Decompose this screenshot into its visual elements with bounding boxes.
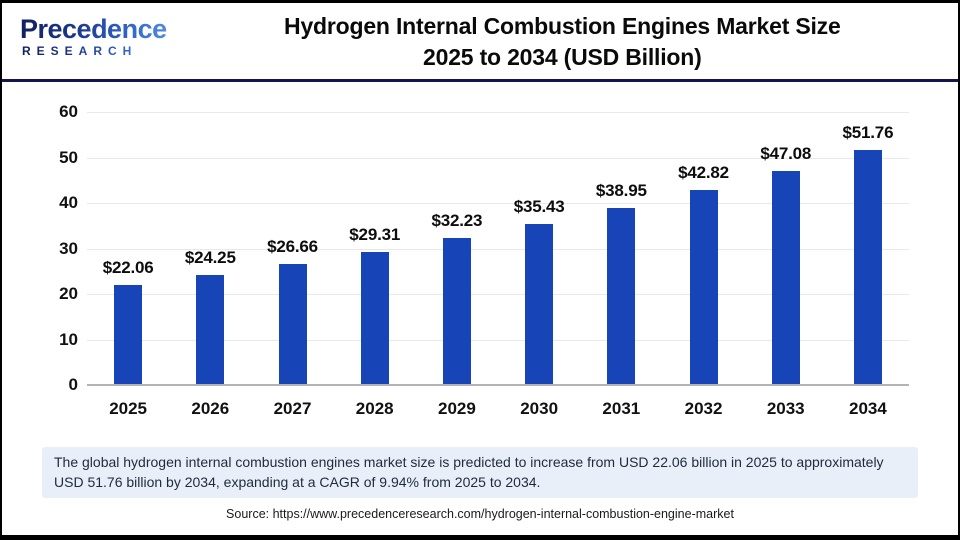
bar-value-label-2034: $51.76	[842, 122, 894, 142]
x-tick-label-2030: 2030	[520, 399, 559, 418]
x-axis: 2025 2026 2027 2028 2029 2030 2031 2032 2033 2034	[87, 399, 909, 419]
bar-slot-2029: $32.23	[416, 112, 498, 385]
x-tick-label-2027: 2027	[273, 399, 312, 418]
bar-value-label-2027: $26.66	[267, 236, 318, 256]
bar-2026: $24.25	[185, 248, 236, 385]
gridline-60	[87, 112, 909, 113]
x-tick-label-2032: 2032	[684, 399, 723, 418]
x-tick-label-2034: 2034	[849, 399, 887, 418]
bar-value-label-2025: $22.06	[102, 257, 154, 277]
x-tick-label-2025: 2025	[109, 399, 148, 418]
bar-value-label-2029: $32.23	[431, 211, 483, 231]
x-tick-label-2026: 2026	[191, 399, 230, 418]
y-tick-label-0: 0	[68, 375, 78, 394]
gridline-50	[87, 157, 909, 159]
chart-title-line2: 2025 to 2034 (USD Billion)	[423, 44, 702, 70]
bar-2027: $26.66	[267, 237, 318, 385]
bar-2031: $38.95	[596, 181, 647, 385]
bar-2034: $51.76	[843, 123, 894, 385]
bar-slot-2034: $51.76	[827, 112, 909, 385]
bar-slot-2032: $42.82	[662, 112, 744, 385]
source-text: Source: https://www.precedenceresearch.c…	[226, 506, 734, 521]
gridline-10	[87, 339, 909, 341]
bar-slot-2026: $24.25	[169, 112, 251, 385]
plot-area: $22.06 $24.25 $26.66 $29.31 $32.23 $35.43 $38.…	[87, 112, 909, 386]
y-tick-label-30: 30	[59, 238, 78, 258]
bar-slot-2031: $38.95	[580, 112, 662, 385]
brand-subtitle: RESEARCH	[20, 43, 167, 59]
bar-2032: $42.82	[678, 163, 729, 385]
bar-2028: $29.31	[349, 225, 400, 385]
bar-value-label-2033: $47.08	[760, 143, 812, 163]
bar-value-label-2026: $24.25	[184, 247, 236, 267]
chart-title: Hydrogen Internal Combustion Engines Mar…	[167, 3, 958, 73]
y-tick-label-20: 20	[59, 284, 78, 303]
bar-2030: $35.43	[514, 197, 565, 385]
bar-2025: $22.06	[103, 258, 154, 385]
bar-slot-2025: $22.06	[87, 112, 169, 385]
bar-value-label-2028: $29.31	[349, 224, 401, 244]
bar-slot-2030: $35.43	[498, 112, 580, 385]
x-tick-label-2031: 2031	[602, 399, 641, 418]
y-tick-label-40: 40	[59, 193, 78, 212]
bar-value-label-2030: $35.43	[513, 196, 565, 216]
bar-slot-2033: $47.08	[745, 112, 827, 385]
y-tick-label-50: 50	[59, 147, 78, 167]
description-text: The global hydrogen internal combustion …	[54, 454, 884, 491]
bar-slot-2028: $29.31	[334, 112, 416, 385]
x-tick-label-2029: 2029	[438, 399, 476, 418]
bar-value-label-2031: $38.95	[595, 180, 647, 200]
x-tick-label-2033: 2033	[766, 399, 805, 418]
gridline-30	[87, 248, 909, 250]
x-tick-label-2028: 2028	[355, 399, 394, 418]
bar-2029: $32.23	[432, 211, 483, 385]
gridline-20	[87, 294, 909, 295]
bar-2033: $47.08	[760, 144, 811, 385]
chart-title-line1: Hydrogen Internal Combustion Engines Mar…	[284, 13, 841, 39]
brand-name: Precedence	[20, 14, 167, 44]
y-tick-label-60: 60	[59, 102, 78, 121]
bar-chart: $22.06 $24.25 $26.66 $29.31 $32.23 $35.43 $38.…	[2, 82, 958, 438]
description-box: The global hydrogen internal combustion …	[42, 447, 918, 498]
bar-value-label-2032: $42.82	[678, 163, 729, 183]
brand-logo: Precedence RESEARCH	[2, 3, 167, 59]
gridline-0	[87, 384, 909, 386]
header: Precedence RESEARCH Hydrogen Internal Co…	[2, 3, 958, 82]
gridline-40	[87, 203, 909, 204]
bar-slot-2027: $26.66	[251, 112, 333, 385]
y-tick-label-10: 10	[59, 329, 78, 349]
bars-container: $22.06 $24.25 $26.66 $29.31 $32.23 $35.43 $38.…	[87, 112, 909, 385]
